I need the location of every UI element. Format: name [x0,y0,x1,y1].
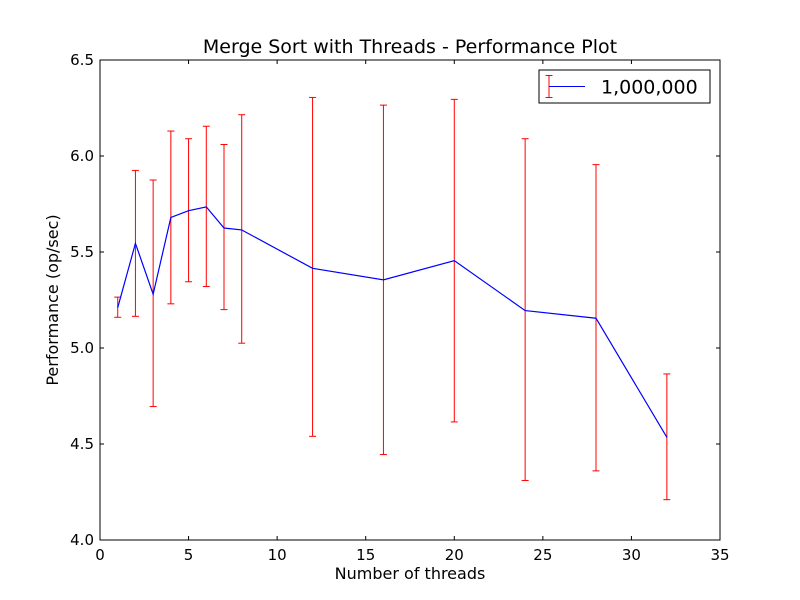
y-tick-label: 4.5 [70,435,94,453]
y-tick-label: 5.5 [70,243,94,261]
y-tick-label: 4.0 [70,531,94,549]
y-tick-label: 6.5 [70,51,94,69]
x-tick-label: 20 [445,546,464,564]
x-tick-label: 0 [95,546,105,564]
chart-title: Merge Sort with Threads - Performance Pl… [203,36,617,58]
x-tick-label: 25 [533,546,552,564]
x-tick-label: 10 [268,546,287,564]
plot-area [100,60,720,540]
x-tick-label: 5 [184,546,194,564]
ticks-layer: 0 5 10 15 20 25 30 35 4.0 4.5 5.0 5.5 6.0 6.5 [70,51,729,564]
plot-frame [99,59,721,541]
series-layer [114,96,671,501]
y-tick-label: 6.0 [70,147,94,165]
x-tick-label: 30 [622,546,641,564]
x-axis-label: Number of threads [335,564,486,583]
x-tick-label: 35 [710,546,729,564]
legend: 1,000,000 [538,69,711,104]
x-tick-label: 15 [356,546,375,564]
legend-label: 1,000,000 [601,77,698,99]
y-axis-label: Performance (op/sec) [43,214,62,385]
y-tick-label: 5.0 [70,339,94,357]
series-line [117,206,668,438]
